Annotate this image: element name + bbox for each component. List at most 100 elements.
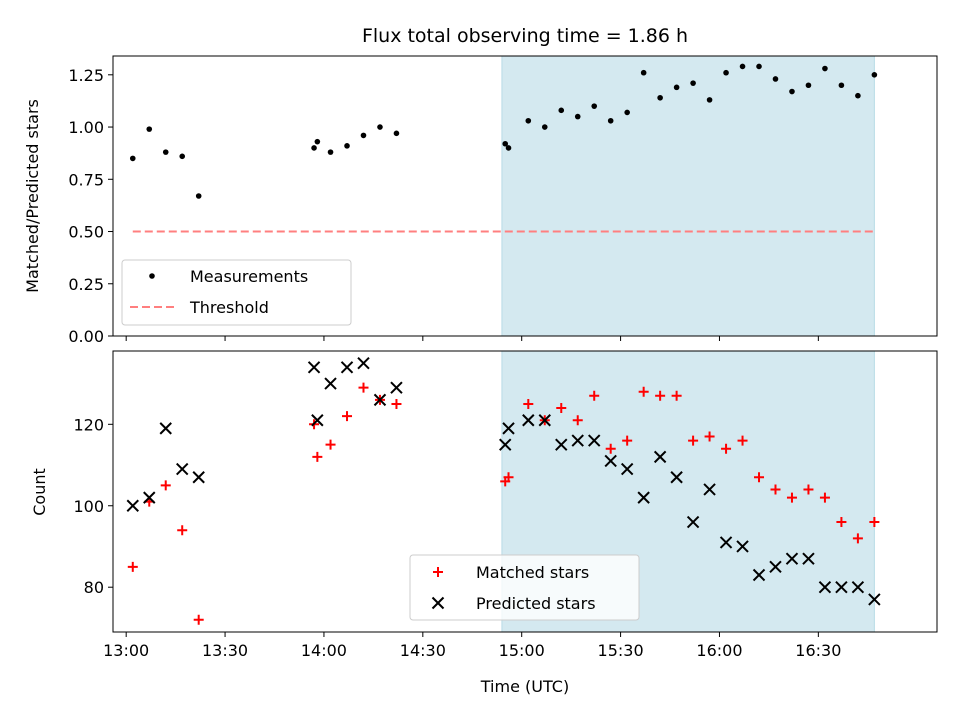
legend-marker-predicted [431, 596, 445, 610]
matched-star-point [754, 472, 765, 483]
matched-star-point [836, 517, 847, 528]
predicted-star-point [588, 434, 601, 447]
predicted-star-point [307, 361, 321, 374]
matched-star-point [737, 435, 748, 446]
legend-label-predicted: Predicted stars [476, 594, 596, 613]
bottom-xtick-label: 16:30 [795, 641, 841, 660]
predicted-star-point [868, 593, 881, 606]
matched-star-point [342, 411, 353, 422]
top-ytick-label: 1.25 [68, 66, 104, 85]
measurement-point [756, 63, 762, 70]
top-ytick-label: 1.00 [68, 118, 104, 137]
predicted-star-point [703, 483, 716, 496]
matched-star-point [358, 382, 369, 393]
bottom-panel: 80 100 120 13:00 13:30 14:00 14:30 15:00 15:30 16… [73, 350, 938, 660]
predicted-star-point [620, 462, 634, 476]
measurement-point [657, 94, 663, 101]
measurement-point [344, 143, 350, 149]
predicted-star-point [143, 491, 156, 504]
measurement-point [871, 72, 878, 78]
matched-star-point [638, 386, 649, 397]
predicted-star-point [571, 434, 584, 447]
measurement-point [162, 149, 169, 155]
predicted-star-point [159, 422, 172, 435]
matched-star-point [605, 443, 616, 454]
measurement-point [505, 145, 512, 151]
matched-star-point [177, 525, 188, 536]
bottom-xtick-label: 15:00 [499, 641, 545, 660]
legend-marker-measurements [149, 273, 155, 279]
measurement-point [855, 92, 861, 99]
measurement-point [607, 117, 614, 124]
matched-star-point [622, 435, 633, 446]
predicted-star-point [499, 438, 512, 451]
matched-star-point [160, 480, 171, 491]
measurement-point [146, 126, 153, 132]
bottom-xtick-label: 16:00 [696, 641, 742, 660]
predicted-star-point [324, 377, 337, 390]
predicted-star-point [390, 381, 403, 394]
matched-star-point [193, 614, 204, 625]
matched-star-point [589, 390, 600, 401]
bottom-xtick-label: 13:30 [202, 641, 248, 660]
predicted-star-point [670, 471, 683, 484]
bottom-xtick-label: 15:30 [598, 641, 644, 660]
bottom-axes-frame [112, 350, 938, 633]
predicted-star-point [373, 393, 387, 407]
measurement-point [690, 80, 696, 86]
legend-label-threshold: Threshold [189, 298, 269, 317]
measurement-point [393, 130, 400, 137]
top-ytick-label: 0.50 [68, 223, 104, 242]
matched-star-point [721, 443, 732, 454]
predicted-star-point [835, 580, 848, 594]
measurement-point [195, 193, 202, 199]
matched-star-point [671, 390, 682, 401]
measurement-point [673, 84, 680, 91]
predicted-star-point [752, 568, 766, 582]
predicted-star-point [686, 515, 700, 529]
predicted-star-point [653, 450, 667, 464]
legend-marker-matched [433, 567, 443, 577]
measurement-point [179, 153, 186, 160]
bottom-xtick-label: 14:30 [400, 641, 446, 660]
bottom-ytick-label: 80 [84, 578, 104, 597]
predicted-star-point [126, 499, 139, 512]
matched-star-point [556, 403, 567, 414]
top-ylabel: Matched/Predicted stars [23, 99, 42, 293]
matched-star-point [852, 533, 863, 544]
measurement-point [739, 63, 746, 70]
measurement-point [640, 69, 647, 76]
measurement-point [314, 138, 321, 145]
matched-star-point [786, 492, 797, 503]
measurement-point [377, 124, 383, 130]
measurement-point [624, 109, 630, 116]
matched-star-point [325, 439, 336, 450]
measurement-point [129, 155, 136, 162]
measurement-point [772, 76, 779, 82]
measurement-point [838, 82, 845, 89]
bottom-ytick-label: 120 [73, 415, 104, 434]
measurement-point [558, 107, 565, 114]
predicted-star-point [851, 580, 865, 594]
matched-star-point [523, 398, 534, 409]
matched-star-point [770, 484, 781, 495]
predicted-star-point [522, 414, 535, 427]
matched-star-point [688, 435, 699, 446]
top-ytick-label: 0.00 [68, 327, 104, 346]
predicted-star-point [311, 414, 324, 427]
bottom-legend: Matched stars Predicted stars [409, 554, 640, 621]
predicted-star-point [340, 361, 354, 374]
bottom-xlabel: Time (UTC) [480, 677, 569, 696]
matched-star-point [704, 431, 715, 442]
measurement-point [525, 117, 532, 124]
predicted-star-point [719, 536, 733, 549]
legend-label-measurements: Measurements [190, 267, 308, 286]
measurement-point [822, 65, 828, 72]
chart-title: Flux total observing time = 1.86 h [362, 25, 688, 47]
top-legend: Measurements Threshold [121, 259, 352, 326]
matched-star-point [312, 451, 323, 462]
measurement-point [574, 113, 581, 120]
measurement-point [706, 97, 713, 103]
matched-star-point [869, 517, 880, 528]
